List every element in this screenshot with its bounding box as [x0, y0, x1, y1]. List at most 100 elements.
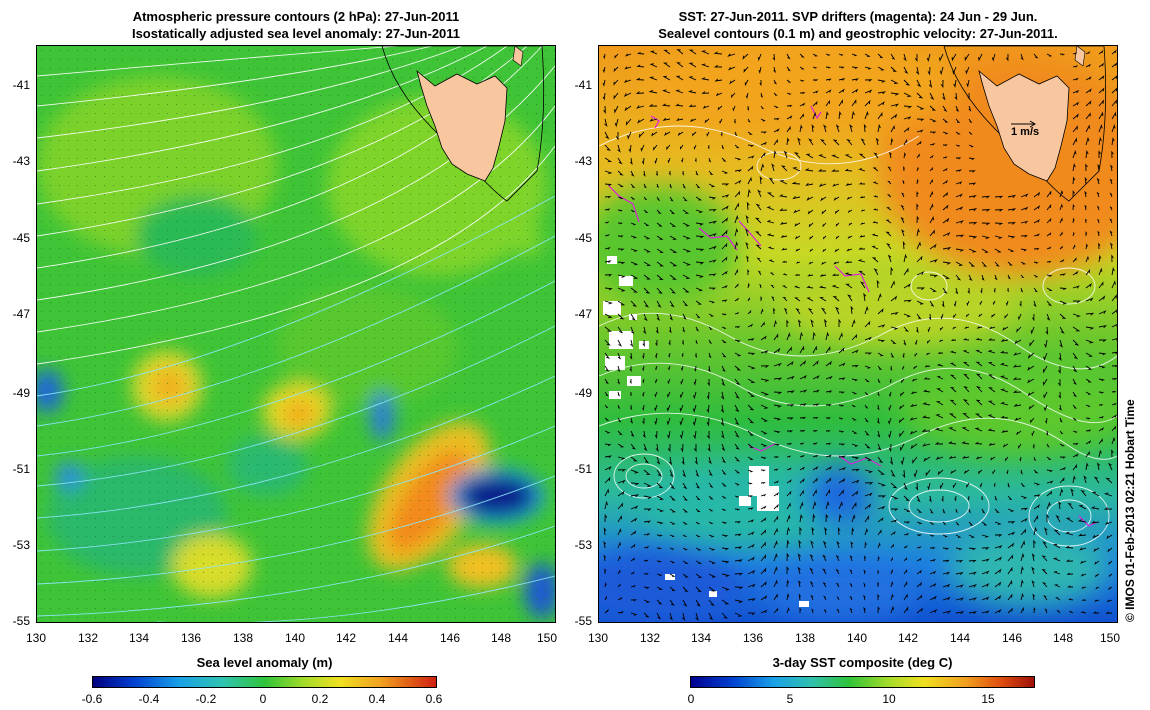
velocity-vector: [981, 534, 990, 538]
velocity-vector: [766, 206, 775, 211]
velocity-vector: [604, 234, 610, 237]
velocity-vector: [779, 208, 788, 211]
velocity-vector: [1033, 205, 1041, 211]
velocity-vector: [1072, 300, 1081, 304]
velocity-vector: [916, 118, 925, 122]
velocity-vector: [975, 361, 983, 367]
velocity-vector: [1085, 297, 1094, 302]
velocity-vector: [669, 196, 674, 202]
velocity-vector: [812, 66, 818, 69]
velocity-vector: [902, 240, 906, 250]
velocity-vector: [890, 266, 894, 276]
velocity-vector: [822, 235, 827, 240]
velocity-vector: [688, 76, 697, 81]
velocity-vector: [721, 365, 726, 372]
velocity-vector: [747, 352, 756, 356]
velocity-vector: [825, 417, 831, 420]
velocity-vector: [1020, 507, 1029, 511]
velocity-vector: [655, 170, 658, 177]
velocity-vector: [929, 608, 938, 614]
velocity-vector: [1055, 597, 1061, 601]
velocity-vector: [955, 131, 961, 135]
velocity-vector: [1033, 248, 1040, 251]
velocity-vector: [679, 144, 684, 150]
velocity-vector: [857, 259, 866, 263]
velocity-vector: [942, 261, 952, 265]
velocity-vector: [708, 196, 717, 200]
velocity-vector: [773, 128, 780, 133]
velocity-vector: [797, 566, 801, 575]
velocity-vector: [654, 430, 658, 439]
velocity-vector: [886, 207, 892, 211]
velocity-vector: [825, 513, 829, 523]
velocity-vector: [1111, 351, 1117, 355]
velocity-vector: [1085, 450, 1090, 458]
velocity-vector: [708, 326, 713, 330]
velocity-vector: [811, 608, 814, 614]
velocity-vector: [688, 90, 697, 94]
velocity-vector: [695, 300, 702, 305]
velocity-vector: [714, 78, 723, 82]
velocity-vector: [1000, 388, 1009, 393]
velocity-vector: [1046, 456, 1052, 460]
velocity-vector: [656, 261, 665, 267]
velocity-vector: [981, 547, 990, 550]
velocity-vector: [669, 599, 675, 606]
velocity-vector: [680, 443, 684, 453]
velocity-vector: [707, 378, 710, 387]
velocity-vector: [999, 375, 1009, 380]
velocity-vector: [1098, 50, 1104, 55]
velocity-vector: [1108, 560, 1113, 566]
velocity-vector: [642, 430, 646, 439]
right-xtick-3: 134: [690, 631, 712, 645]
velocity-vector: [630, 170, 635, 177]
velocity-vector: [962, 455, 970, 459]
velocity-vector: [747, 519, 755, 523]
velocity-vector: [662, 75, 671, 81]
velocity-vector: [679, 417, 684, 426]
velocity-vector: [648, 103, 658, 107]
velocity-vector: [682, 235, 691, 240]
velocity-vector: [649, 76, 658, 81]
velocity-vector: [794, 152, 801, 159]
velocity-vector: [812, 111, 817, 120]
velocity-vector: [981, 248, 989, 253]
velocity-vector: [1072, 453, 1079, 458]
velocity-vector: [1020, 220, 1029, 224]
velocity-vector: [617, 365, 621, 373]
velocity-vector: [1103, 507, 1113, 510]
velocity-vector: [825, 466, 832, 471]
velocity-vector: [1031, 566, 1035, 575]
velocity-vector: [1007, 194, 1017, 199]
velocity-vector: [688, 49, 697, 55]
velocity-vector: [603, 527, 607, 536]
velocity-vector: [604, 476, 611, 484]
velocity-vector: [706, 404, 710, 414]
velocity-vector: [836, 540, 840, 549]
velocity-vector: [1059, 287, 1067, 291]
velocity-vector: [604, 582, 607, 588]
velocity-vector: [825, 66, 831, 69]
velocity-vector: [864, 469, 874, 474]
velocity-vector: [966, 79, 970, 88]
left-title-line2: Isostatically adjusted sea level anomaly…: [131, 26, 461, 41]
velocity-vector: [669, 482, 676, 490]
velocity-vector: [734, 268, 739, 276]
velocity-vector: [1085, 255, 1089, 263]
velocity-vector: [989, 326, 996, 330]
velocity-vector: [630, 209, 636, 213]
velocity-vector: [804, 168, 814, 172]
velocity-vector: [614, 53, 619, 59]
velocity-vector: [643, 313, 648, 322]
velocity-vector: [656, 508, 665, 513]
velocity-vector: [669, 287, 676, 294]
velocity-vector: [636, 51, 645, 55]
velocity-vector: [851, 110, 855, 120]
velocity-vector: [799, 102, 806, 107]
velocity-vector: [831, 273, 840, 276]
velocity-vector: [929, 582, 937, 588]
velocity-vector: [916, 255, 923, 263]
velocity-vector: [617, 583, 621, 588]
velocity-vector: [823, 609, 827, 614]
velocity-vector: [669, 235, 678, 240]
